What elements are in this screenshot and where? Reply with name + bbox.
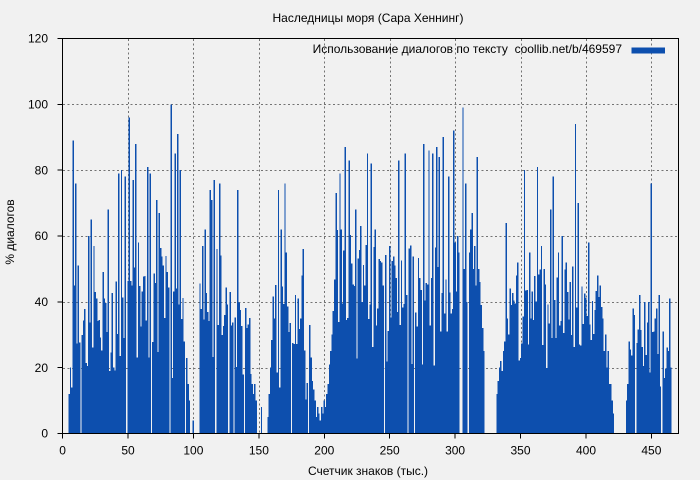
svg-text:120: 120 — [28, 32, 48, 46]
svg-text:60: 60 — [35, 229, 49, 243]
svg-text:150: 150 — [249, 444, 269, 458]
svg-text:40: 40 — [35, 295, 49, 309]
svg-text:0: 0 — [59, 444, 66, 458]
svg-text:20: 20 — [35, 361, 49, 375]
svg-text:% диалогов: % диалогов — [3, 199, 17, 264]
svg-text:450: 450 — [641, 444, 661, 458]
svg-text:50: 50 — [121, 444, 135, 458]
svg-text:400: 400 — [576, 444, 596, 458]
svg-text:100: 100 — [28, 98, 48, 112]
svg-text:100: 100 — [183, 444, 203, 458]
svg-text:Счетчик знаков (тыс.): Счетчик знаков (тыс.) — [308, 464, 428, 478]
svg-text:300: 300 — [445, 444, 465, 458]
svg-text:0: 0 — [41, 427, 48, 441]
svg-text:350: 350 — [510, 444, 530, 458]
svg-text:250: 250 — [380, 444, 400, 458]
svg-text:Использование диалогов по текс: Использование диалогов по тексту coollib… — [313, 42, 623, 56]
svg-text:80: 80 — [35, 163, 49, 177]
svg-text:200: 200 — [314, 444, 334, 458]
svg-text:Наследницы моря (Сара Хеннинг): Наследницы моря (Сара Хеннинг) — [273, 11, 464, 25]
